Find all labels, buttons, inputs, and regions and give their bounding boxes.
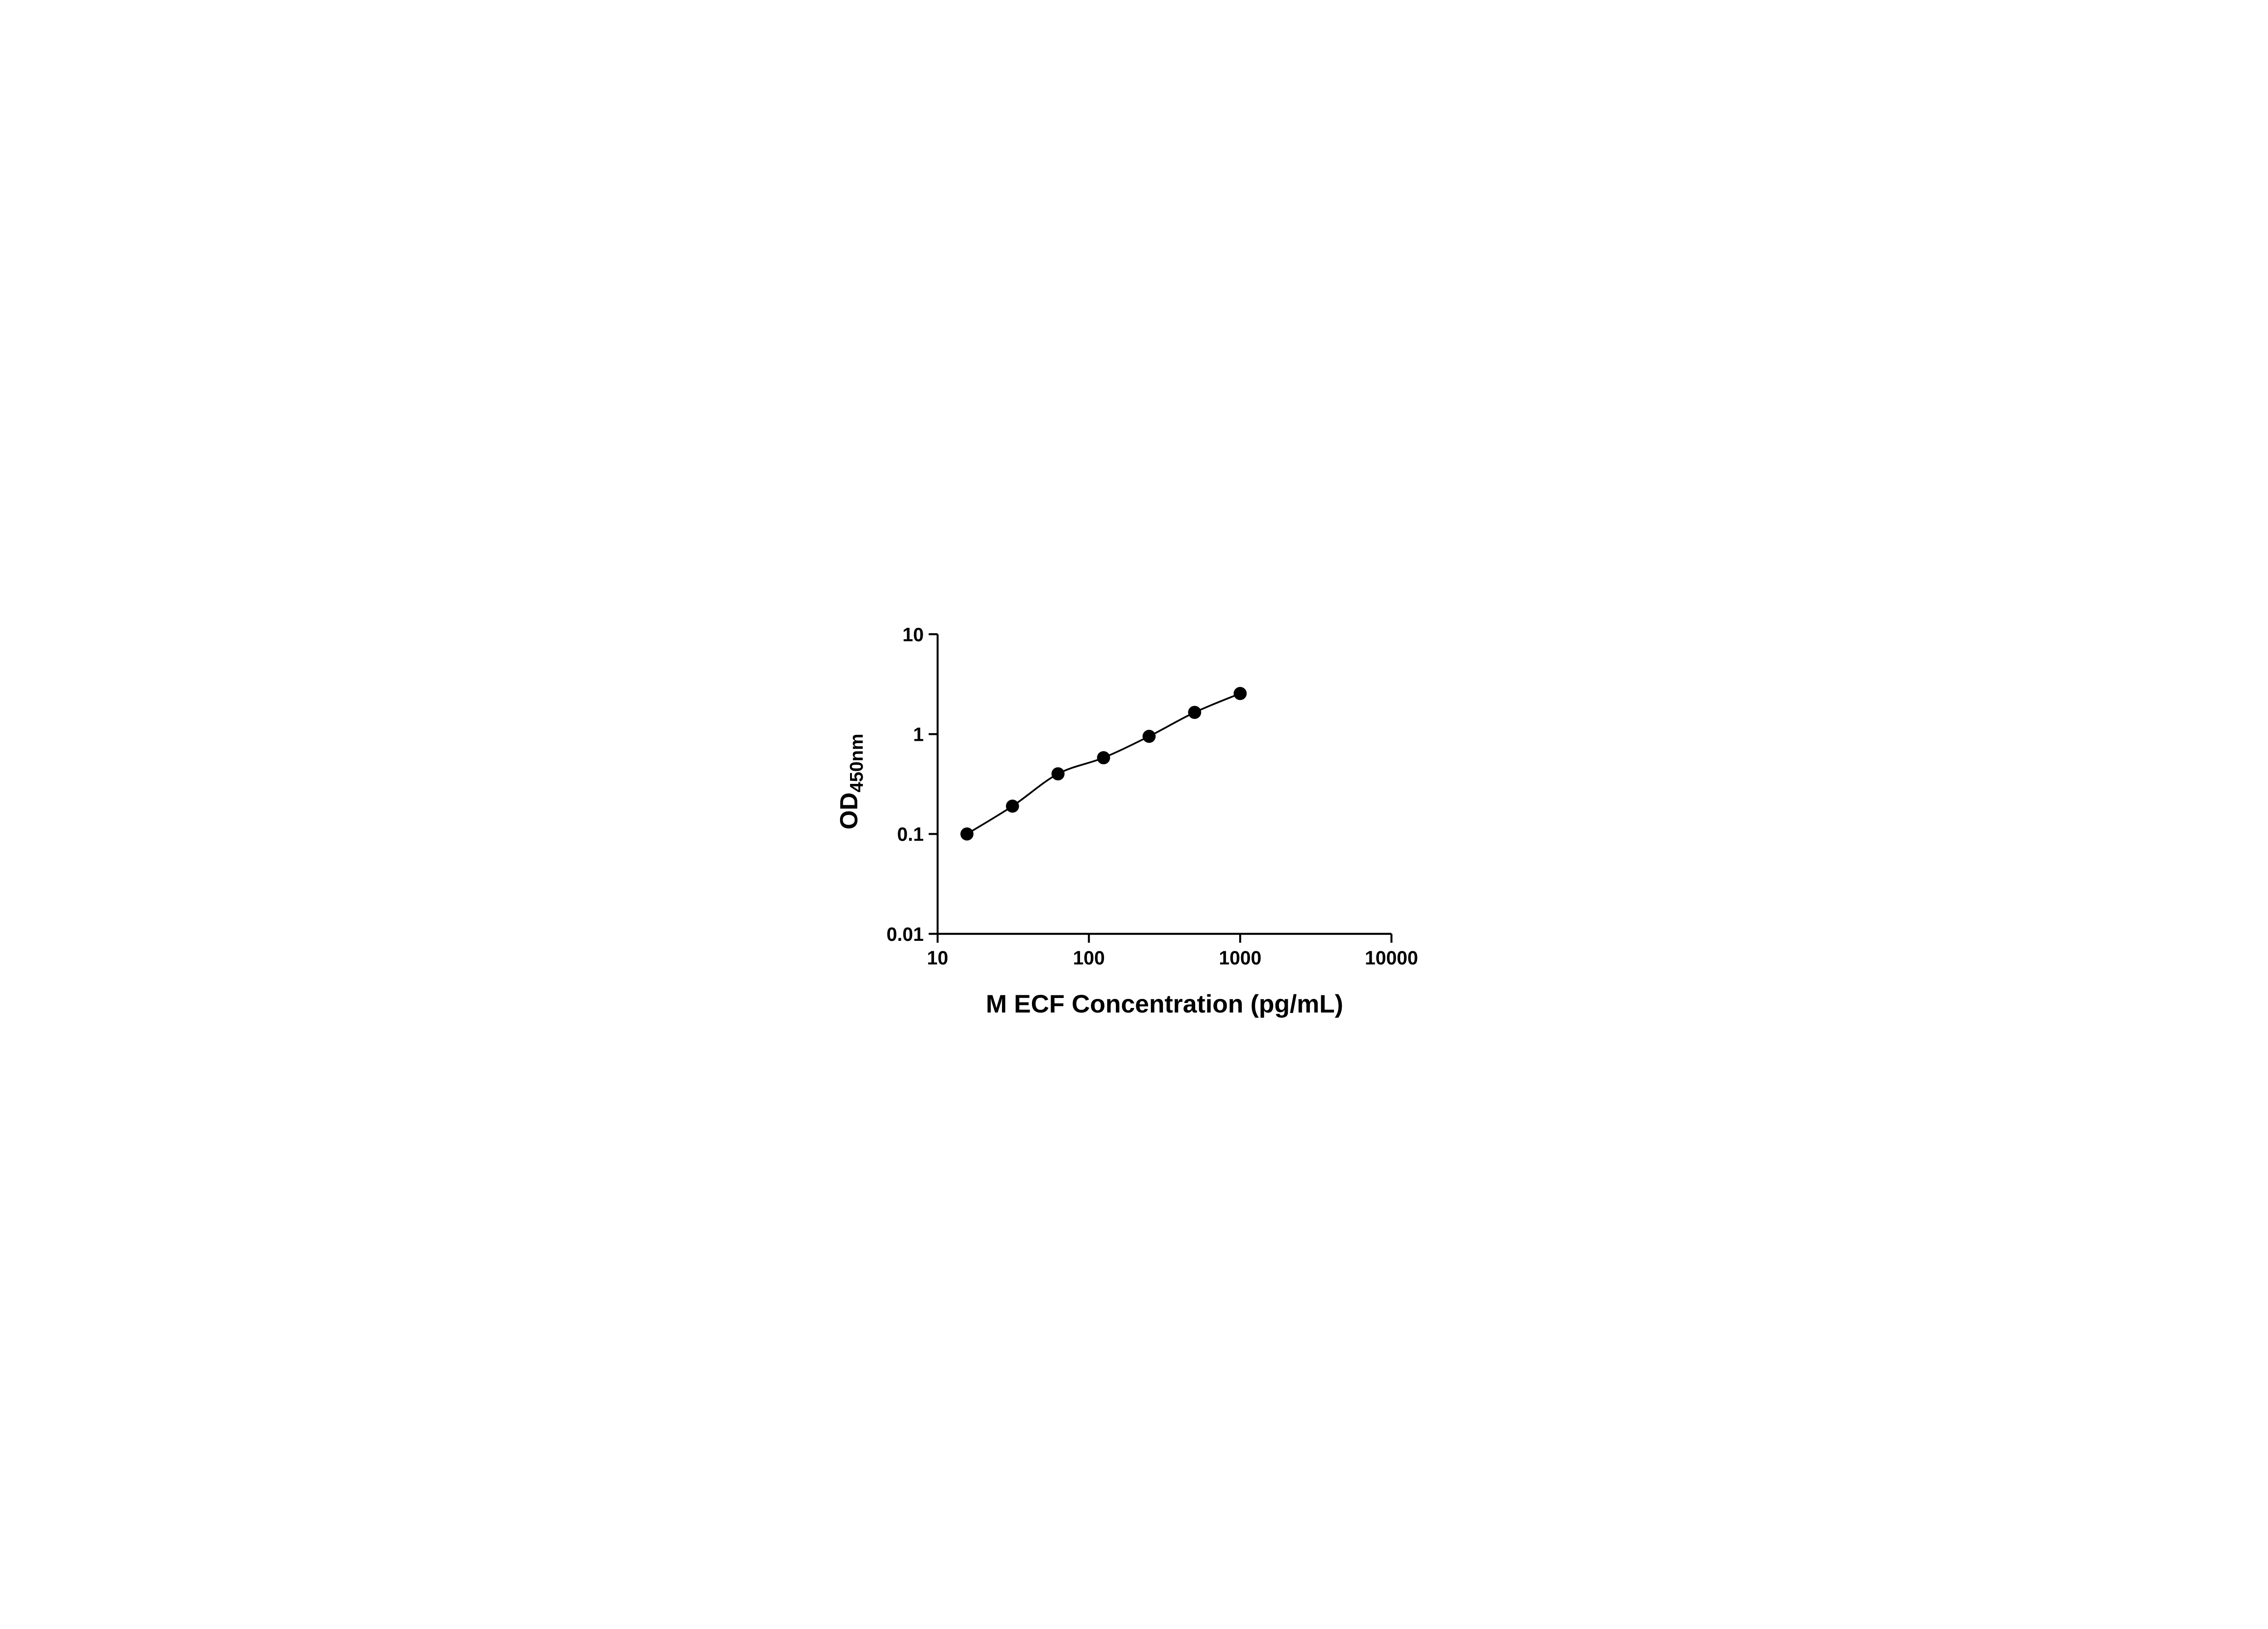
data-point xyxy=(1006,799,1019,813)
data-point xyxy=(1233,687,1247,700)
y-tick-label: 0.1 xyxy=(897,824,924,845)
data-point xyxy=(1097,751,1110,765)
x-tick-label: 100 xyxy=(1073,947,1105,969)
standard-curve-figure: 10 100 1000 10000 0.01 0.1 1 10 M ECF Concentrat… xyxy=(816,592,1452,1037)
data-point xyxy=(1142,729,1156,743)
x-tick-label: 10 xyxy=(927,947,948,969)
chart-background xyxy=(816,592,1452,1037)
y-axis-title: OD450nm xyxy=(835,734,867,830)
y-tick-label: 1 xyxy=(913,724,924,745)
x-axis-title: M ECF Concentration (pg/mL) xyxy=(986,989,1343,1018)
x-tick-label: 1000 xyxy=(1219,947,1261,969)
y-tick-label: 10 xyxy=(903,624,924,646)
data-point xyxy=(1188,706,1202,719)
y-tick-label: 0.01 xyxy=(886,924,924,945)
x-tick-label: 10000 xyxy=(1365,947,1418,969)
data-point xyxy=(1051,767,1065,781)
data-point xyxy=(960,827,974,841)
standard-curve-chart: 10 100 1000 10000 0.01 0.1 1 10 M ECF Concentrat… xyxy=(816,592,1452,1037)
